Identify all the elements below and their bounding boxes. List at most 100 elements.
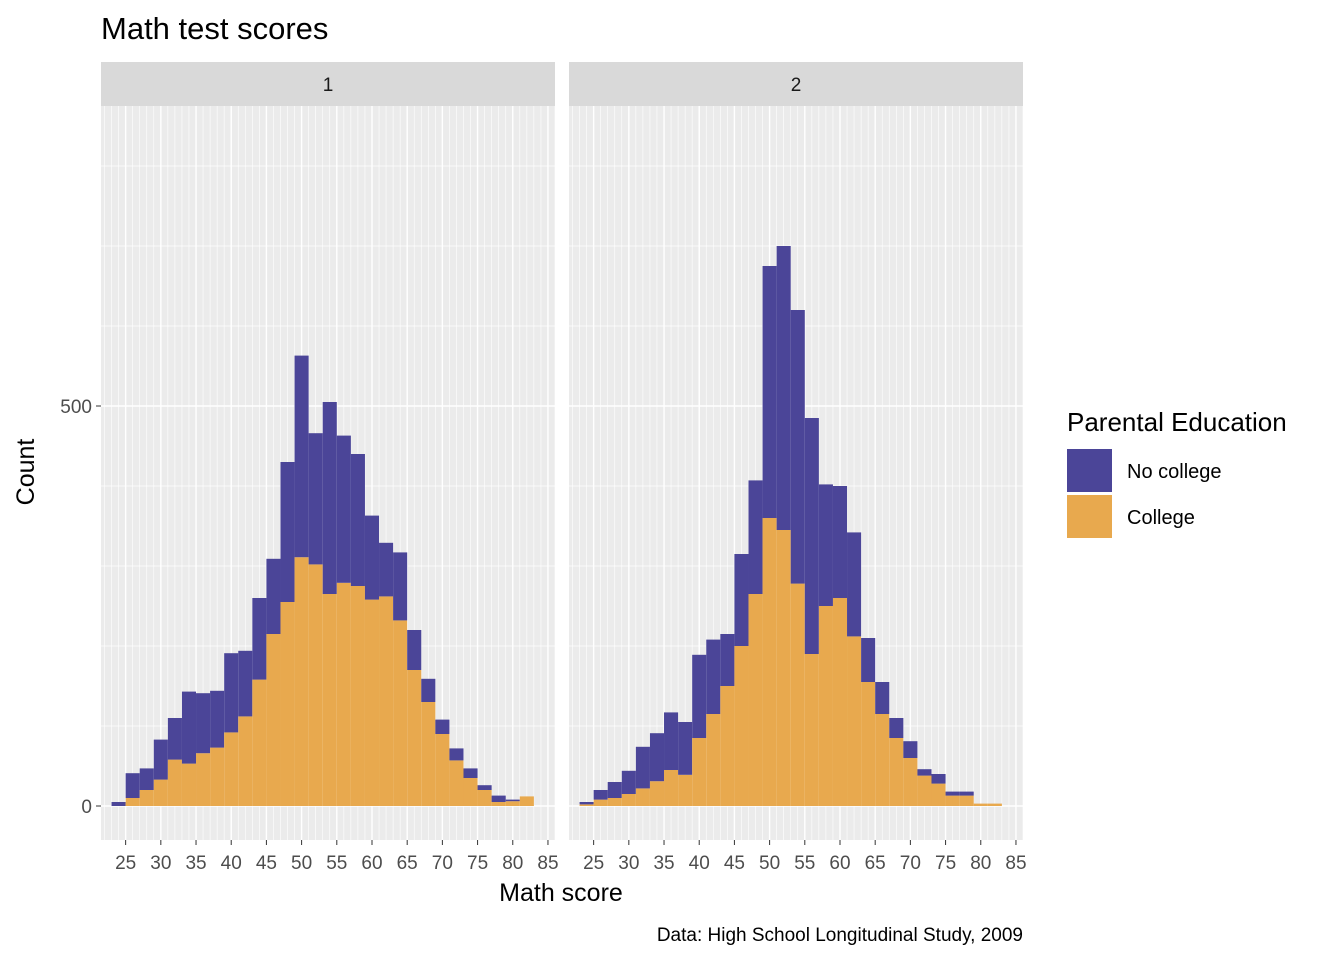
x-tick-label: 25: [115, 853, 136, 874]
bar-no-college: [579, 802, 594, 805]
x-axis-title: Math score: [499, 879, 623, 907]
x-tick-label: 85: [1005, 853, 1026, 874]
bar-no-college: [621, 770, 636, 794]
bar-college: [678, 774, 693, 806]
bar-college: [167, 759, 182, 806]
x-tick-label: 70: [432, 853, 453, 874]
bar-no-college: [336, 435, 351, 583]
facet-panels: 1 25 30 35 40 45 50 55 60 65 70 75 80 85 0 500 2 25 30 35 40…: [60, 62, 1027, 874]
bar-no-college: [706, 639, 721, 714]
bar-no-college: [889, 718, 904, 738]
bar-no-college: [111, 802, 126, 806]
bar-no-college: [364, 515, 380, 600]
bar-no-college: [720, 634, 735, 686]
bar-college: [238, 716, 253, 806]
legend-swatch-college: [1067, 495, 1112, 538]
bar-college: [210, 747, 225, 806]
bar-no-college: [959, 791, 974, 796]
x-tick-label: 80: [970, 853, 991, 874]
bar-no-college: [421, 678, 436, 702]
bar-no-college: [804, 418, 819, 654]
bar-no-college: [748, 480, 763, 594]
bar-no-college: [196, 693, 211, 754]
bar-college: [491, 802, 506, 806]
x-tick-label: 40: [689, 853, 710, 874]
bar-college: [336, 582, 351, 806]
bar-college: [505, 801, 520, 806]
facet-strip-label: 1: [323, 75, 334, 96]
y-tick-label: 500: [60, 397, 92, 418]
facet-panel-1: 1 25 30 35 40 45 50 55 60 65 70 75 80 85 0 500: [60, 62, 559, 874]
bar-no-college: [917, 769, 932, 776]
facet-strip-label: 2: [791, 75, 802, 96]
legend-swatch-no-college: [1067, 449, 1112, 492]
bar-no-college: [407, 630, 422, 670]
legend-label-no-college: No college: [1127, 461, 1222, 483]
bar-college: [917, 775, 932, 806]
bar-college: [139, 790, 154, 806]
bar-college: [804, 654, 819, 806]
bar-no-college: [393, 552, 408, 621]
legend-label-college: College: [1127, 507, 1195, 529]
bar-college: [720, 686, 735, 806]
bar-college: [379, 596, 394, 806]
bar-no-college: [678, 722, 693, 775]
bar-college: [748, 594, 763, 806]
bar-college: [477, 790, 492, 806]
bar-college: [889, 738, 904, 806]
bar-no-college: [776, 246, 791, 530]
bar-no-college: [790, 310, 805, 584]
bar-no-college: [903, 741, 918, 758]
bar-college: [181, 763, 197, 806]
bar-no-college: [649, 733, 665, 782]
bar-college: [832, 598, 848, 806]
bar-college: [903, 758, 918, 806]
chart-title: Math test scores: [101, 11, 328, 46]
bar-no-college: [294, 355, 309, 558]
bar-college: [421, 702, 436, 806]
bar-no-college: [593, 790, 608, 800]
bar-no-college: [762, 266, 777, 518]
bar-college: [945, 795, 960, 806]
facet-panel-2: 2 25 30 35 40 45 50 55 60 65 70 75 80 85: [569, 62, 1027, 874]
bar-college: [818, 606, 833, 806]
bar-college: [266, 634, 281, 806]
x-tick-label: 45: [724, 853, 745, 874]
x-tick-label: 85: [537, 853, 558, 874]
bar-no-college: [252, 598, 267, 680]
x-tick-label: 50: [759, 853, 780, 874]
y-tick-label: 0: [81, 797, 92, 818]
x-tick-label: 35: [185, 853, 206, 874]
bar-college: [252, 679, 267, 806]
bar-college: [407, 670, 422, 806]
bar-college: [607, 798, 622, 806]
bar-no-college: [125, 773, 140, 798]
bar-college: [875, 714, 890, 806]
bar-no-college: [139, 768, 154, 790]
facet-strip: [569, 62, 1023, 106]
bar-no-college: [875, 682, 890, 714]
bar-college: [224, 732, 239, 806]
bar-no-college: [818, 484, 833, 606]
bar-no-college: [931, 774, 946, 784]
bar-college: [196, 753, 211, 806]
bar-college: [635, 788, 650, 806]
x-tick-label: 65: [397, 853, 418, 874]
bar-college: [776, 530, 791, 806]
facet-strip: [101, 62, 555, 106]
bar-college: [973, 803, 988, 806]
legend: Parental Education No college College: [1067, 407, 1287, 538]
x-tick-label: 65: [865, 853, 886, 874]
x-tick-label: 40: [221, 853, 242, 874]
bar-college: [449, 760, 464, 806]
bar-no-college: [350, 454, 365, 586]
bar-college: [621, 794, 636, 806]
x-tick-label: 30: [150, 853, 171, 874]
bar-no-college: [181, 691, 197, 764]
x-tick-label: 75: [467, 853, 488, 874]
bar-college: [734, 646, 749, 806]
bar-college: [364, 599, 380, 806]
bar-college: [350, 586, 365, 806]
chart-caption: Data: High School Longitudinal Study, 20…: [657, 925, 1023, 946]
